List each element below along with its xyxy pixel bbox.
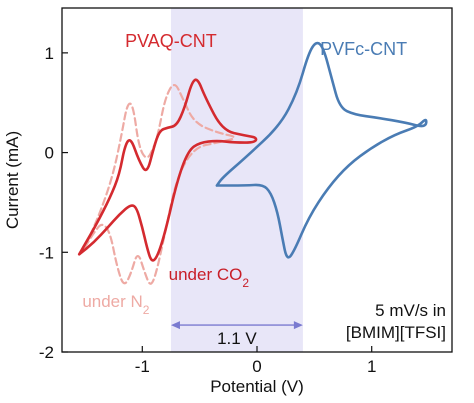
x-tick-label: -1 xyxy=(135,357,150,376)
y-axis-title: Current (mA) xyxy=(3,131,22,229)
series-line-pvfc-cnt xyxy=(215,41,428,259)
series-label-pvfc: PVFc-CNT xyxy=(320,39,407,59)
conditions-line-1: 5 mV/s in xyxy=(375,301,446,320)
series-layer xyxy=(77,41,428,285)
potential-window-band xyxy=(170,8,303,352)
x-axis-title: Potential (V) xyxy=(210,377,304,396)
series-line-pvaq-cnt xyxy=(77,78,258,262)
y-tick-label: 1 xyxy=(45,44,54,63)
window-label: 1.1 V xyxy=(217,329,257,348)
y-tick-label: -2 xyxy=(39,343,54,362)
annotation-under-n2: under N2 xyxy=(82,292,149,317)
window-arrow xyxy=(170,321,303,330)
series-label-pvaq: PVAQ-CNT xyxy=(125,31,217,51)
x-tick-label: 0 xyxy=(252,357,261,376)
y-tick-label: -1 xyxy=(39,243,54,262)
y-tick-label: 0 xyxy=(45,144,54,163)
series-line-under-n2 xyxy=(83,83,236,285)
ticks-layer: -1 0 1 -2 -1 0 1 xyxy=(39,44,377,376)
conditions-line-2: [BMIM][TFSI] xyxy=(346,323,446,342)
x-tick-label: 1 xyxy=(367,357,376,376)
